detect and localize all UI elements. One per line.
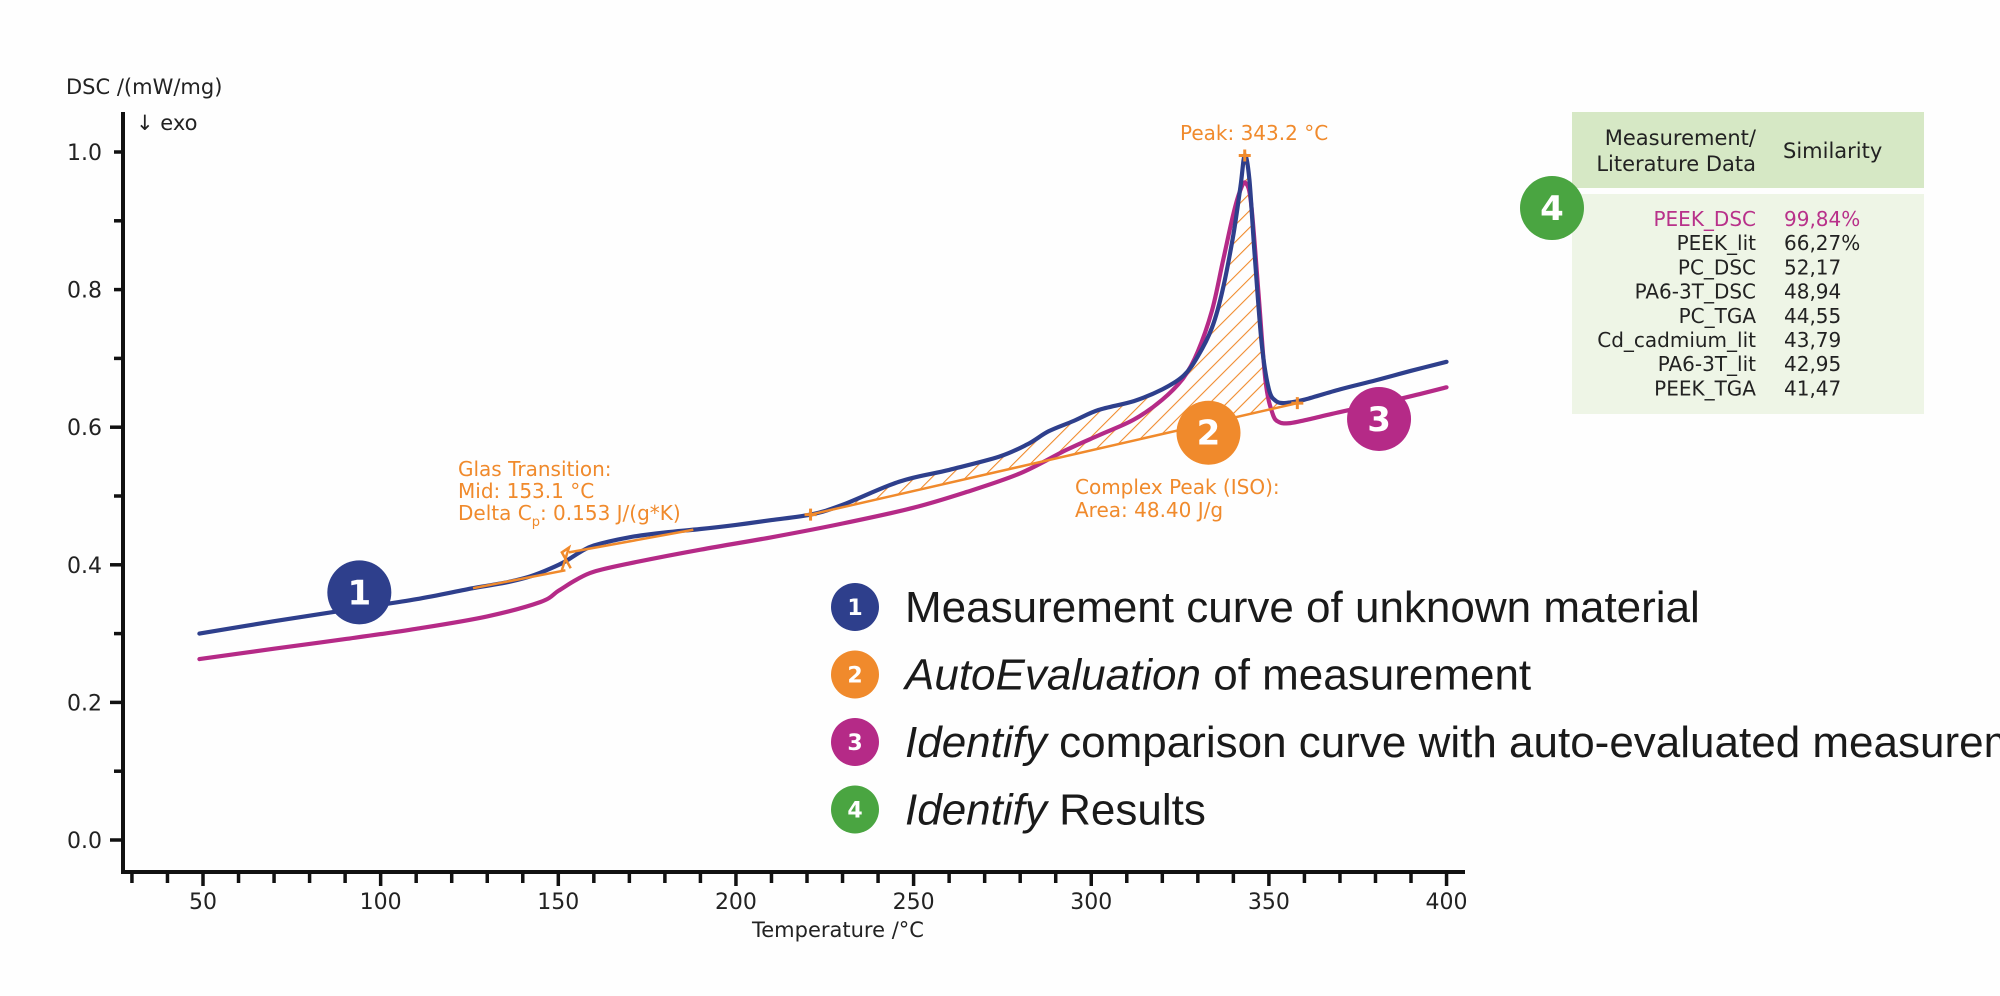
legend-label-text: comparison curve with auto-evaluated mea… <box>1047 718 2000 767</box>
peak-temperature-label: Peak: 343.2 °C <box>1180 121 1328 145</box>
x-tick-label: 150 <box>537 890 579 915</box>
x-tick-label: 300 <box>1070 890 1112 915</box>
legend-label: AutoEvaluation of measurement <box>902 651 1531 700</box>
curve-badge-2 <box>1176 400 1241 465</box>
legend-label: Identify Results <box>905 786 1206 835</box>
y-axis-ticks: 0.0 0.2 0.4 0.6 0.8 1.0 <box>67 141 123 854</box>
glass-transition-annotation: Glas Transition: Mid: 153.1 °C Delta Cp:… <box>458 457 681 530</box>
legend-badge-number: 2 <box>847 664 862 689</box>
x-axis-ticks: 50 100 150 200 250 300 350 400 <box>130 872 1468 915</box>
exo-direction-note: ↓ exo <box>136 111 197 135</box>
glass-transition-onset-tangent <box>472 569 566 590</box>
x-tick-label: 200 <box>715 890 757 915</box>
complex-peak-title: Complex Peak (ISO): <box>1075 475 1280 499</box>
x-tick-label: 50 <box>189 890 217 915</box>
y-tick-label: 0.6 <box>67 416 102 441</box>
results-badge-circle <box>1520 176 1584 240</box>
glass-transition-delta-cp: Delta Cp: 0.153 J/(g*K) <box>458 501 681 530</box>
table-cell-similarity: 48,94 <box>1784 280 1841 304</box>
table-cell-name: PEEK_DSC <box>1653 207 1756 231</box>
legend-item-4: 4 Identify Results <box>831 785 1206 835</box>
x-tick-label: 100 <box>360 890 402 915</box>
table-header-col1-line1: Measurement/ <box>1605 126 1757 150</box>
legend-label: Measurement curve of unknown material <box>905 583 1700 632</box>
legend-badge-1 <box>831 583 879 631</box>
delta-c-text: Delta C <box>458 501 532 525</box>
comparison-curve <box>197 180 1449 662</box>
table-cell-similarity: 43,79 <box>1784 328 1841 352</box>
table-cell-similarity: 42,95 <box>1784 352 1841 376</box>
series-layer <box>197 153 1449 662</box>
legend-badge-number: 4 <box>847 799 862 824</box>
x-tick-label: 250 <box>893 890 935 915</box>
legend-label-italic: Identify <box>905 718 1050 767</box>
table-cell-name: PC_DSC <box>1678 255 1756 279</box>
complex-peak-area: Area: 48.40 J/g <box>1075 498 1223 522</box>
legend-item-1: 1 Measurement curve of unknown material <box>831 583 1700 632</box>
table-cell-similarity: 52,17 <box>1784 255 1841 279</box>
y-tick-label: 0.0 <box>67 829 102 854</box>
x-axis-title: Temperature /°C <box>751 918 924 942</box>
legend-label: Identify comparison curve with auto-eval… <box>905 718 2000 767</box>
y-tick-label: 0.2 <box>67 691 102 716</box>
delta-c-value: : 0.153 J/(g*K) <box>540 501 681 525</box>
table-header-background <box>1572 112 1924 188</box>
curve-badge-3 <box>1347 386 1412 451</box>
peak-end-marker <box>1291 397 1304 410</box>
glass-transition-step-marker <box>560 544 572 571</box>
table-cell-similarity: 41,47 <box>1784 376 1841 400</box>
table-header-col2: Similarity <box>1783 139 1882 163</box>
peak-start-marker <box>804 508 817 521</box>
identify-results-table: Measurement/ Literature Data Similarity … <box>1520 112 1924 414</box>
legend-label-text: Results <box>1047 786 1206 835</box>
curve-badge-number: 1 <box>347 573 371 613</box>
glass-transition-end-tangent <box>568 528 694 554</box>
table-cell-similarity: 99,84% <box>1784 207 1860 231</box>
table-cell-name: PC_TGA <box>1679 304 1757 328</box>
complex-peak-annotation: Complex Peak (ISO): Area: 48.40 J/g <box>1075 475 1280 522</box>
y-axis-title: DSC /(mW/mg) <box>66 75 222 99</box>
legend: 1 Measurement curve of unknown material 2 A… <box>831 583 2000 835</box>
table-cell-similarity: 66,27% <box>1784 231 1860 255</box>
legend-label-italic: Identify <box>905 786 1050 835</box>
curve-badge-number: 3 <box>1367 400 1391 440</box>
legend-badge-number: 3 <box>847 731 862 756</box>
x-tick-label: 400 <box>1426 890 1468 915</box>
legend-item-3: 3 Identify comparison curve with auto-eva… <box>831 718 2000 767</box>
peak-maximum-marker <box>1238 149 1251 162</box>
y-tick-label: 0.4 <box>67 554 102 579</box>
table-body-background <box>1572 194 1924 414</box>
curve-badge-number: 2 <box>1197 414 1221 454</box>
glass-transition-title: Glas Transition: <box>458 457 612 481</box>
y-tick-label: 0.8 <box>67 279 102 304</box>
y-tick-label: 1.0 <box>67 141 102 166</box>
results-badge-number: 4 <box>1540 189 1564 229</box>
table-header-col1-line2: Literature Data <box>1596 152 1756 176</box>
table-cell-name: PEEK_TGA <box>1654 376 1756 400</box>
table-cell-name: PEEK_lit <box>1677 231 1757 255</box>
legend-label-text: Measurement curve of unknown material <box>905 583 1700 632</box>
table-cell-name: PA6-3T_lit <box>1658 352 1756 376</box>
legend-label-italic: AutoEvaluation <box>902 651 1201 700</box>
complex-peak-hatched-area <box>810 160 1298 515</box>
legend-badge-number: 1 <box>847 596 862 621</box>
legend-badge-2 <box>831 650 879 699</box>
results-badge: 4 <box>1520 176 1584 240</box>
table-cell-name: Cd_cadmium_lit <box>1597 328 1756 352</box>
curve-badge-1 <box>327 560 392 625</box>
delta-c-subscript: p <box>532 515 540 530</box>
legend-item-2: 2 AutoEvaluation of measurement <box>831 650 1531 700</box>
table-cell-name: PA6-3T_DSC <box>1635 280 1756 304</box>
glass-transition-mid: Mid: 153.1 °C <box>458 479 594 503</box>
x-tick-label: 350 <box>1248 890 1290 915</box>
legend-badge-3 <box>831 718 879 766</box>
legend-label-text: of measurement <box>1201 651 1531 700</box>
legend-badge-4 <box>831 785 879 834</box>
measurement-curve <box>197 153 1449 636</box>
table-rows: PEEK_DSC 99,84% PEEK_lit 66,27% PC_DSC 52,17 P… <box>1597 207 1860 400</box>
table-cell-similarity: 44,55 <box>1784 304 1841 328</box>
curve-badges: 1 2 3 <box>327 386 1412 625</box>
